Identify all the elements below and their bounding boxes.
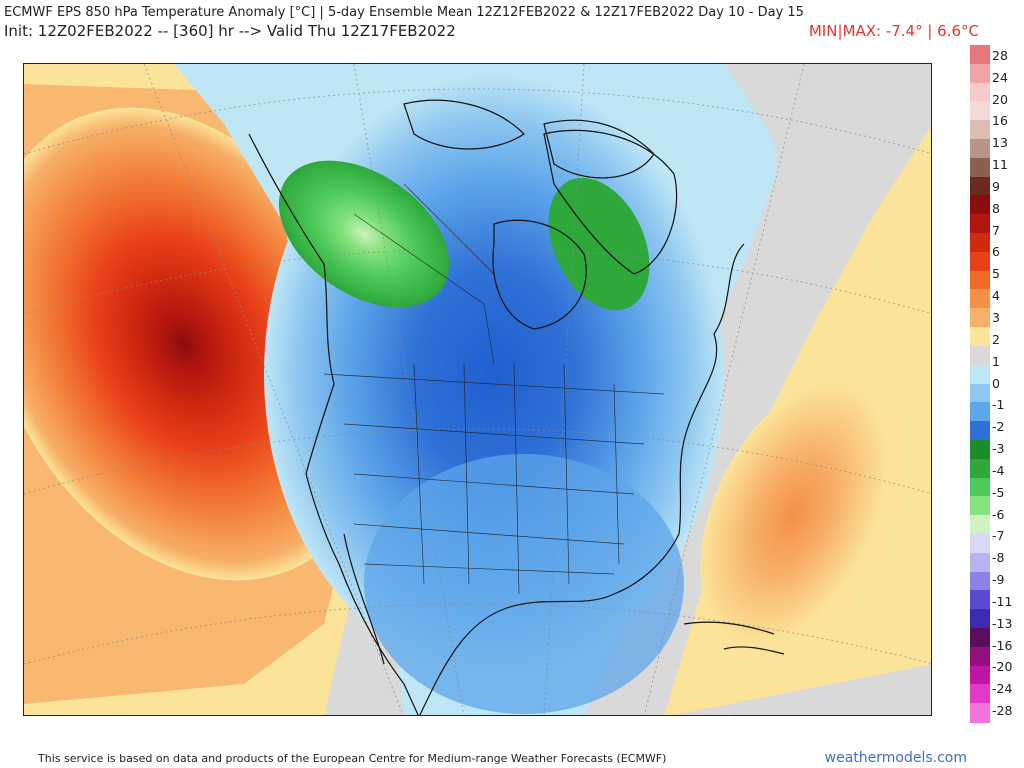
color-scale-swatch [970, 308, 990, 328]
color-scale-label: 2 [992, 331, 1000, 347]
color-scale-label: 11 [992, 157, 1008, 173]
color-scale-label: -7 [992, 528, 1005, 544]
anomaly-map [23, 63, 932, 716]
color-scale-label: 6 [992, 244, 1000, 260]
map-title: ECMWF EPS 850 hPa Temperature Anomaly [°… [4, 5, 804, 20]
color-scale-label: 7 [992, 222, 1000, 238]
color-scale-swatch [970, 496, 990, 516]
color-scale-label: -8 [992, 550, 1005, 566]
color-scale-label: 13 [992, 135, 1008, 151]
color-scale-label: 16 [992, 113, 1008, 129]
color-scale-label: -4 [992, 462, 1005, 478]
color-scale-label: 0 [992, 375, 1000, 391]
color-scale-swatch [970, 289, 990, 309]
color-scale-swatch [970, 233, 990, 253]
color-scale-label: 3 [992, 309, 1000, 325]
color-scale-label: -1 [992, 397, 1005, 413]
min-max-readout: MIN|MAX: -7.4° | 6.6°C [808, 22, 979, 40]
color-scale-swatch [970, 402, 990, 422]
color-scale-swatch [970, 609, 990, 629]
color-scale-swatch [970, 139, 990, 159]
color-scale-label: -6 [992, 506, 1005, 522]
color-scale-swatch [970, 477, 990, 497]
color-scale-swatch [970, 327, 990, 347]
color-scale-swatch [970, 571, 990, 591]
color-scale-swatch [970, 195, 990, 215]
color-scale-swatch [970, 515, 990, 535]
color-scale-label: -9 [992, 572, 1005, 588]
color-scale-label: 9 [992, 178, 1000, 194]
color-scale-swatch [970, 703, 990, 723]
color-scale-label: 20 [992, 91, 1008, 107]
color-scale-swatch [970, 439, 990, 460]
color-scale-label: 28 [992, 47, 1008, 63]
color-scale-swatch [970, 82, 990, 102]
color-scale-swatch [970, 421, 990, 441]
color-scale-swatch [970, 684, 990, 704]
color-scale-swatch [970, 45, 990, 65]
map-canvas [24, 64, 931, 715]
color-scale-swatch [970, 646, 990, 667]
color-scale-label: 8 [992, 200, 1000, 216]
color-scale-swatch [970, 176, 990, 197]
brand-link[interactable]: weathermodels.com [824, 750, 967, 766]
color-scale-swatch [970, 627, 990, 648]
color-scale-swatch [970, 157, 990, 178]
color-scale-swatch [970, 251, 990, 272]
color-scale-swatch [970, 533, 990, 554]
color-scale-swatch [970, 345, 990, 366]
color-scale-swatch [970, 383, 990, 403]
color-scale-label: -20 [992, 659, 1013, 675]
color-scale-label: 24 [992, 69, 1008, 85]
footer-disclaimer: This service is based on data and produc… [38, 752, 667, 765]
color-scale-swatch [970, 120, 990, 140]
color-scale-swatch [970, 101, 990, 121]
color-scale-swatch [970, 665, 990, 685]
color-scale-swatch [970, 364, 990, 385]
color-scale-label: 1 [992, 353, 1000, 369]
color-scale-label: -3 [992, 441, 1005, 457]
color-scale-label: 4 [992, 288, 1000, 304]
color-scale-swatch [970, 214, 990, 234]
color-scale-label: -13 [992, 615, 1013, 631]
color-scale-label: 5 [992, 266, 1000, 282]
color-scale-label: -24 [992, 681, 1013, 697]
color-scale-swatch [970, 590, 990, 610]
color-scale-swatch [970, 552, 990, 573]
color-scale-label: -5 [992, 484, 1005, 500]
color-scale-label: -16 [992, 637, 1013, 653]
color-scale-label: -2 [992, 419, 1005, 435]
color-scale-label: -11 [992, 593, 1013, 609]
map-subtitle: Init: 12Z02FEB2022 -- [360] hr --> Valid… [4, 22, 456, 40]
color-scale-swatch [970, 270, 990, 291]
color-scale-label: -28 [992, 703, 1013, 719]
color-scale-swatch [970, 63, 990, 84]
color-scale-swatch [970, 458, 990, 479]
